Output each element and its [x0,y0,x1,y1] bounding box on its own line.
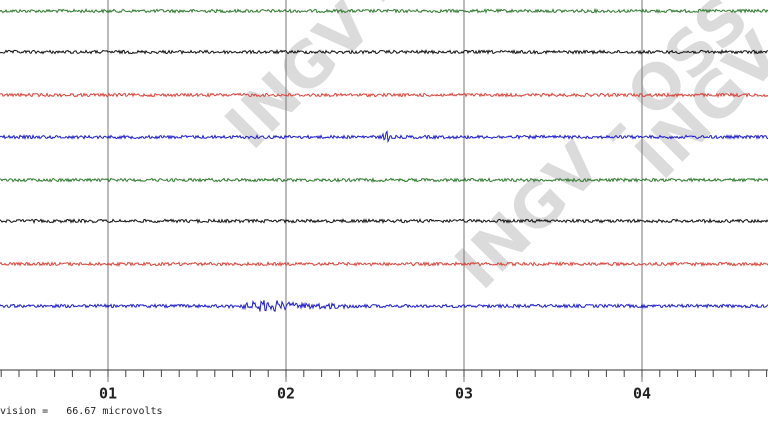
tick-label: 04 [633,385,651,403]
tick-label: 02 [277,385,295,403]
seismic-trace [0,177,768,183]
tick-label: 01 [99,385,117,403]
traces [0,7,768,313]
tick-label: 03 [455,385,473,403]
seismic-trace [0,130,768,144]
grid [107,0,643,382]
seismic-trace [0,260,768,268]
axis: 01 02 03 04 [0,370,768,403]
scale-note: vision = 66.67 microvolts [0,406,163,417]
watermark-layer: INGV - OSS INGV - OSS INGV - OSS [211,0,768,303]
seismic-trace [0,91,768,99]
seismic-trace [0,299,768,313]
watermark: INGV - OSS [441,0,763,303]
seismic-trace [0,7,768,15]
seismic-trace [0,48,768,56]
seismic-trace [0,217,768,225]
